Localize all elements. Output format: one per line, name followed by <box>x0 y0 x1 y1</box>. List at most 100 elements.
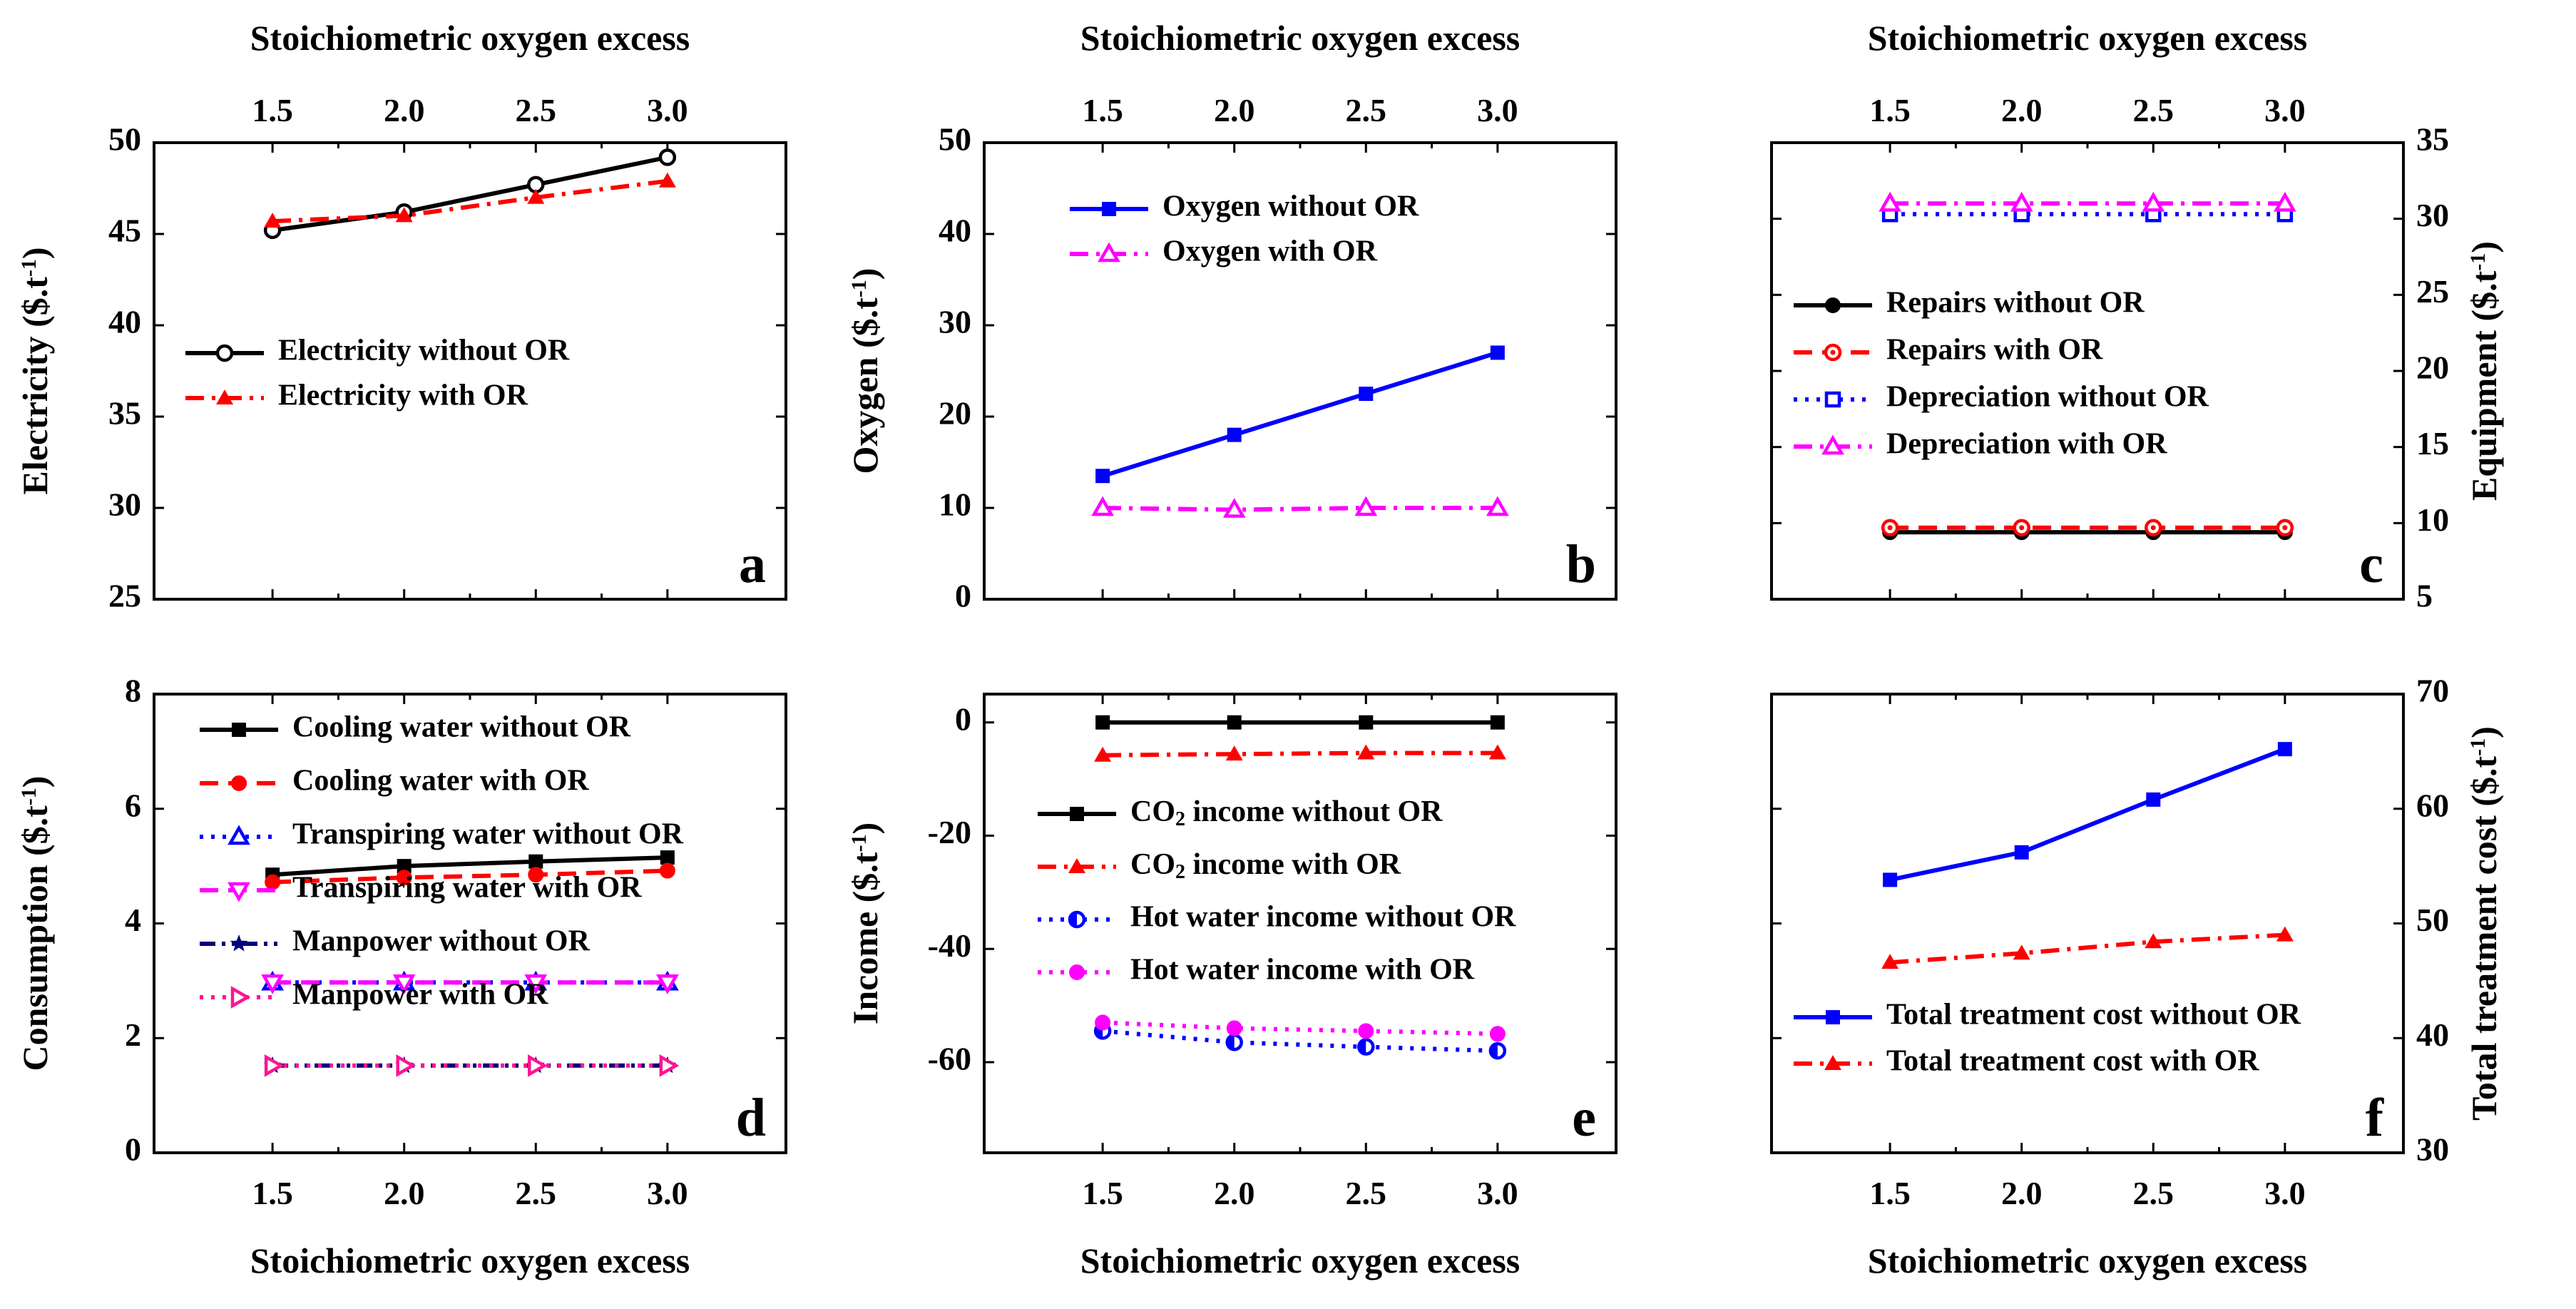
data-point <box>265 874 281 890</box>
series-line <box>1103 750 1498 758</box>
data-point <box>2013 519 2030 536</box>
y-tick-label: 40 <box>939 213 971 249</box>
data-point <box>2145 933 2162 949</box>
data-point <box>527 188 545 204</box>
legend-label: Oxygen with OR <box>1162 235 1378 268</box>
x-tick-label: 2.5 <box>516 1175 557 1211</box>
x-tick-label: 3.0 <box>647 1175 688 1211</box>
data-point <box>1879 191 1902 212</box>
legend-label: Hot water income without OR <box>1130 901 1516 934</box>
data-point <box>1225 1033 1243 1051</box>
data-point <box>528 854 543 869</box>
legend-label: Depreciation without OR <box>1886 381 2209 414</box>
series-oxygen-without-or <box>1095 345 1505 484</box>
data-point <box>397 859 412 874</box>
legend-marker <box>1824 343 1842 362</box>
panel-letter: c <box>2359 534 2383 594</box>
series-line <box>272 868 668 885</box>
data-point <box>395 207 413 223</box>
series-line <box>1102 350 1498 479</box>
x-tick-label: 2.0 <box>384 1175 425 1211</box>
data-point <box>2013 944 2030 960</box>
series-line <box>1103 506 1498 512</box>
data-point <box>1354 496 1378 516</box>
y-tick-label: 0 <box>955 701 971 737</box>
data-point <box>1883 872 1898 887</box>
legend-label: Transpiring water with OR <box>292 872 642 905</box>
legend-label: Transpiring water without OR <box>292 818 684 851</box>
y-axis-title: Equipment ($.t-1) <box>2464 241 2504 501</box>
legend-label: Cooling water without OR <box>292 711 631 744</box>
series-line <box>1889 932 2286 965</box>
x-tick-label: 1.5 <box>252 1175 293 1211</box>
data-point <box>659 1054 680 1077</box>
x-tick-label: 1.5 <box>1082 1175 1123 1211</box>
data-point <box>2276 926 2294 942</box>
series-co2-income-without-or <box>1095 715 1505 730</box>
legend-marker <box>231 775 247 791</box>
series-co2-income-with-or <box>1094 744 1506 762</box>
series-electricity-with-or <box>264 172 676 228</box>
legend-marker <box>230 986 251 1009</box>
chart-panel-c: 1.5 2.0 2.5 3.0 Stoichiometric oxygen excess… <box>1770 18 2504 614</box>
y-tick-label: -60 <box>928 1041 971 1077</box>
y-tick-label: 50 <box>2416 902 2449 938</box>
series-line <box>272 155 668 233</box>
x-tick-label: 3.0 <box>647 92 688 128</box>
x-tick-label: 2.0 <box>2001 1175 2043 1211</box>
series-cooling-water-with-or <box>265 862 675 890</box>
data-point <box>2145 519 2162 536</box>
y-axis-title: Electricity ($.t-1) <box>15 247 55 494</box>
legend-label: Cooling water with OR <box>292 765 589 798</box>
legend: Oxygen without OR Oxygen with OR <box>1070 190 1419 268</box>
y-tick-label: 5 <box>2416 578 2433 614</box>
x-axis-title: Stoichiometric oxygen excess <box>1868 18 2308 58</box>
data-point <box>1222 498 1246 518</box>
y-tick-label: 10 <box>939 487 971 523</box>
legend: Total treatment cost without OR Total tre… <box>1794 999 2301 1078</box>
data-point <box>261 974 285 994</box>
x-tick-label: 2.5 <box>2133 92 2174 128</box>
data-point <box>1489 1026 1506 1042</box>
series-hot-water-income-without-or <box>1093 1022 1507 1060</box>
data-point <box>2273 191 2296 212</box>
data-point <box>1486 496 1509 516</box>
legend-label: Repairs without OR <box>1886 287 2145 320</box>
legend-marker <box>232 723 246 737</box>
legend-marker <box>1826 1010 1840 1024</box>
data-point <box>1359 715 1374 730</box>
data-point <box>264 213 282 228</box>
data-point <box>1488 1041 1507 1060</box>
data-point <box>528 867 544 883</box>
data-point <box>658 148 677 166</box>
chart-panel-d: 1.5 2.0 2.5 3.0 Stoichiometric oxygen excess… <box>15 673 787 1280</box>
x-tick-label: 2.0 <box>384 92 425 128</box>
x-axis-title: Stoichiometric oxygen excess <box>250 1241 690 1280</box>
x-axis-title: Stoichiometric oxygen excess <box>1080 1241 1520 1280</box>
plot-frame <box>153 693 787 1154</box>
series-line <box>272 178 668 224</box>
data-point <box>396 1054 416 1077</box>
legend-label: CO2 income with OR <box>1130 848 1401 884</box>
series-transpiring-water-with-or <box>261 974 679 994</box>
data-point <box>2277 742 2292 757</box>
chart-panel-a: 1.5 2.0 2.5 3.0 Stoichiometric oxygen excess… <box>15 18 787 614</box>
y-tick-label: 50 <box>939 121 971 158</box>
x-tick-label: 3.0 <box>2264 1175 2306 1211</box>
y-tick-label: 30 <box>108 487 141 523</box>
x-tick-label: 3.0 <box>1477 92 1518 128</box>
data-point <box>2010 191 2033 212</box>
x-tick-label: 2.5 <box>1346 1175 1387 1211</box>
data-point <box>1488 744 1506 760</box>
y-tick-label: 60 <box>2416 787 2449 823</box>
y-tick-label: 40 <box>108 304 141 340</box>
data-point <box>1095 469 1110 484</box>
data-point <box>396 870 412 886</box>
data-point <box>1095 715 1110 730</box>
x-tick-label: 2.5 <box>1346 92 1387 128</box>
series-repairs-without-or <box>1882 524 2293 541</box>
data-point <box>660 850 675 865</box>
data-point <box>1227 715 1242 730</box>
series-hot-water-income-with-or <box>1095 1014 1506 1042</box>
